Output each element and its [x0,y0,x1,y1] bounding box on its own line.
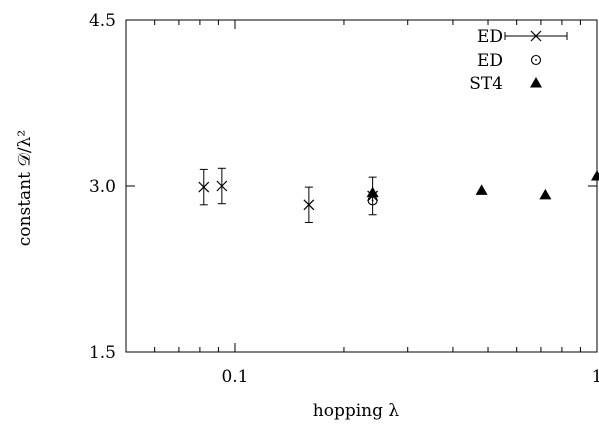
legend-label: ST4 [469,74,503,94]
x-tick-label: 1 [592,367,599,387]
cross-stroke [198,181,210,193]
legend-label: ED [477,51,503,71]
st4-triangle-point [591,170,599,181]
tick-labels: 1.5 3.0 4.5 0.1 1 [89,11,599,387]
ed-errorbar-point [303,186,315,224]
y-axis-label: constant 𝒟/λ² [15,130,35,246]
st4-triangle-point [539,188,552,200]
circle-dot [371,199,374,202]
cross-marker [198,181,210,193]
circle-dot [535,59,537,61]
series-0 [198,167,379,224]
ed-errorbar-point [198,168,210,206]
legend-label: ED [477,27,503,47]
legend-sample-ed-circle [530,54,542,66]
y-tick-label: 3.0 [89,177,116,197]
x-axis-label: hopping λ [313,401,400,421]
cross-marker [216,180,228,192]
cross-stroke [216,180,228,192]
legend: ED ED ST4 [469,27,568,94]
y-tick-label: 4.5 [89,11,116,31]
st4-triangle-point [475,184,488,195]
ed-errorbar-point [216,167,228,205]
legend-sample-ed-cross [504,30,568,42]
legend-sample-st4-triangle [530,77,542,88]
cross-marker [303,199,315,211]
st4-triangle-point [366,186,379,198]
ticks [126,19,598,353]
y-tick-label: 1.5 [89,343,116,363]
cross-stroke [530,30,542,42]
x-tick-label: 0.1 [221,367,248,387]
plot-frame [125,19,598,353]
cross-stroke [303,199,315,211]
legend-cross [530,30,542,42]
series-2 [366,170,599,200]
circle-ring [530,54,542,66]
data-marks [198,167,599,224]
